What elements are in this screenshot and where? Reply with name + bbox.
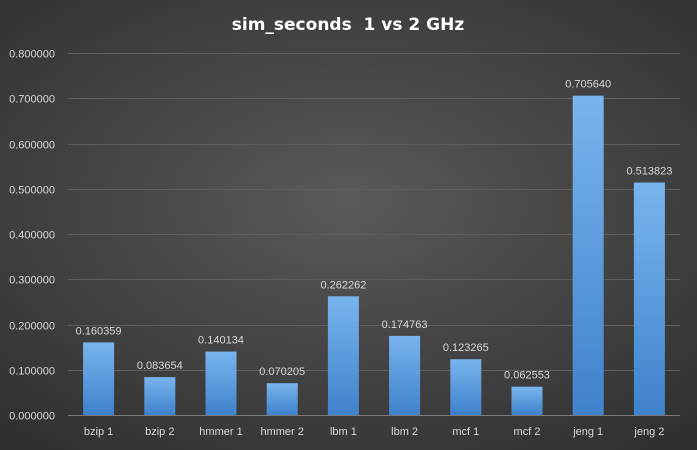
data-label: 0.083654 (137, 360, 183, 372)
bar-jeng-1 (572, 95, 604, 415)
bar-bzip-2 (144, 377, 176, 415)
y-tick-label: 0.100000 (9, 366, 55, 378)
data-label: 0.513823 (626, 166, 672, 178)
category-label: lbm 2 (391, 426, 418, 438)
y-tick-label: 0.400000 (9, 230, 55, 242)
bar-lbm-2 (389, 335, 421, 415)
y-axis-tick-labels: 0.000000 0.100000 0.200000 0.300000 0.400000… (9, 49, 55, 423)
bar-bzip-1 (83, 342, 115, 415)
y-tick-label: 0.700000 (9, 94, 55, 106)
data-label: 0.062553 (504, 370, 550, 382)
category-label: bzip 2 (145, 426, 174, 438)
bar-mcf-2 (511, 386, 543, 415)
y-tick-label: 0.300000 (9, 275, 55, 287)
category-label: jeng 1 (572, 426, 603, 438)
x-axis-category-labels: bzip 1 bzip 2 hmmer 1 hmmer 2 lbm 1 lbm 2 mcf … (84, 426, 664, 438)
bar-jeng-2 (633, 182, 665, 415)
data-label: 0.123265 (443, 342, 489, 354)
data-label: 0.174763 (382, 319, 428, 331)
data-label: 0.160359 (76, 325, 122, 337)
data-labels: 0.160359 0.083654 0.140134 0.070205 0.262262… (76, 79, 673, 382)
bar-mcf-1 (450, 359, 482, 415)
y-tick-label: 0.200000 (9, 321, 55, 333)
y-tick-label: 0.000000 (9, 411, 55, 423)
bar-hmmer-2 (266, 383, 298, 415)
data-label: 0.262262 (320, 279, 366, 291)
category-label: lbm 1 (330, 426, 357, 438)
bar-lbm-1 (327, 296, 359, 415)
y-tick-label: 0.800000 (9, 49, 55, 61)
gridlines (68, 53, 680, 416)
y-tick-label: 0.600000 (9, 140, 55, 152)
bar-hmmer-1 (205, 351, 237, 415)
data-label: 0.140134 (198, 335, 244, 347)
data-label: 0.070205 (259, 366, 305, 378)
bars (83, 95, 665, 415)
category-label: hmmer 2 (260, 426, 303, 438)
category-label: mcf 1 (452, 426, 479, 438)
category-label: jeng 2 (633, 426, 664, 438)
category-label: mcf 2 (514, 426, 541, 438)
chart-title: sim_seconds 1 vs 2 GHz (232, 15, 465, 35)
data-label: 0.705640 (565, 79, 611, 91)
y-tick-label: 0.500000 (9, 185, 55, 197)
category-label: bzip 1 (84, 426, 113, 438)
category-label: hmmer 1 (199, 426, 242, 438)
